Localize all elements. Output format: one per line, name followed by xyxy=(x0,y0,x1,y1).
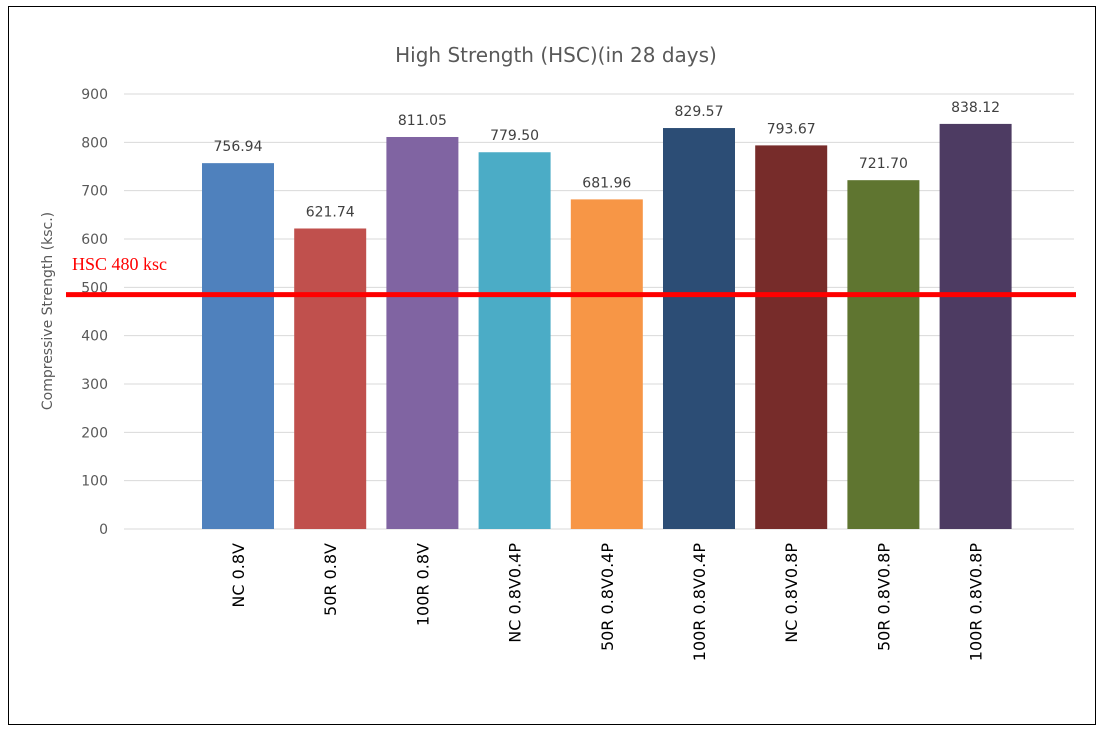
x-tick-label: NC 0.8V0.8P xyxy=(782,543,801,643)
bar xyxy=(570,199,643,530)
y-tick-label: 300 xyxy=(81,377,108,393)
y-tick-label: 0 xyxy=(99,522,108,538)
x-tick-label: 100R 0.8V0.4P xyxy=(690,543,709,662)
bar xyxy=(294,228,367,529)
data-label: 681.96 xyxy=(582,175,631,191)
chart-title: High Strength (HSC)(in 28 days) xyxy=(395,43,717,67)
x-tick-label: 50R 0.8V xyxy=(321,543,340,616)
y-axis-label: Compressive Strength (ksc.) xyxy=(40,212,56,410)
data-label: 721.70 xyxy=(859,156,908,172)
y-tick-label: 700 xyxy=(81,184,108,200)
bar xyxy=(755,145,828,530)
x-tick-label: 50R 0.8V0.4P xyxy=(598,543,617,651)
y-tick-label: 900 xyxy=(81,87,108,103)
data-label: 793.67 xyxy=(767,121,816,137)
y-tick-label: 100 xyxy=(81,474,108,490)
data-label: 838.12 xyxy=(951,100,1000,116)
x-tick-label: NC 0.8V xyxy=(229,543,248,608)
y-tick-label: 400 xyxy=(81,329,108,345)
data-label: 779.50 xyxy=(490,128,539,144)
reference-line-label: HSC 480 ksc xyxy=(72,254,167,274)
x-axis-ticks: NC 0.8V 50R 0.8V 100R 0.8V NC 0.8V0.4P 50R 0… xyxy=(229,543,986,662)
data-labels: 756.94 621.74 811.05 779.50 681.96 829.57 793.… xyxy=(214,100,1001,221)
x-tick-label: 100R 0.8V xyxy=(413,543,432,626)
data-label: 811.05 xyxy=(398,113,447,129)
x-tick-label: NC 0.8V0.4P xyxy=(506,543,525,643)
bar xyxy=(939,123,1012,530)
bar xyxy=(202,163,274,529)
x-tick-label: 100R 0.8V0.8P xyxy=(967,543,986,662)
bar xyxy=(847,180,920,529)
bar xyxy=(663,128,735,529)
data-label: 829.57 xyxy=(675,104,724,120)
bar xyxy=(386,136,459,529)
data-label: 621.74 xyxy=(306,204,355,220)
y-tick-label: 600 xyxy=(81,232,108,248)
bars xyxy=(202,123,1012,530)
bar xyxy=(478,152,551,529)
y-tick-label: 800 xyxy=(81,135,108,151)
y-tick-label: 200 xyxy=(81,425,108,441)
data-label: 756.94 xyxy=(214,139,263,155)
x-tick-label: 50R 0.8V0.8P xyxy=(874,543,893,651)
